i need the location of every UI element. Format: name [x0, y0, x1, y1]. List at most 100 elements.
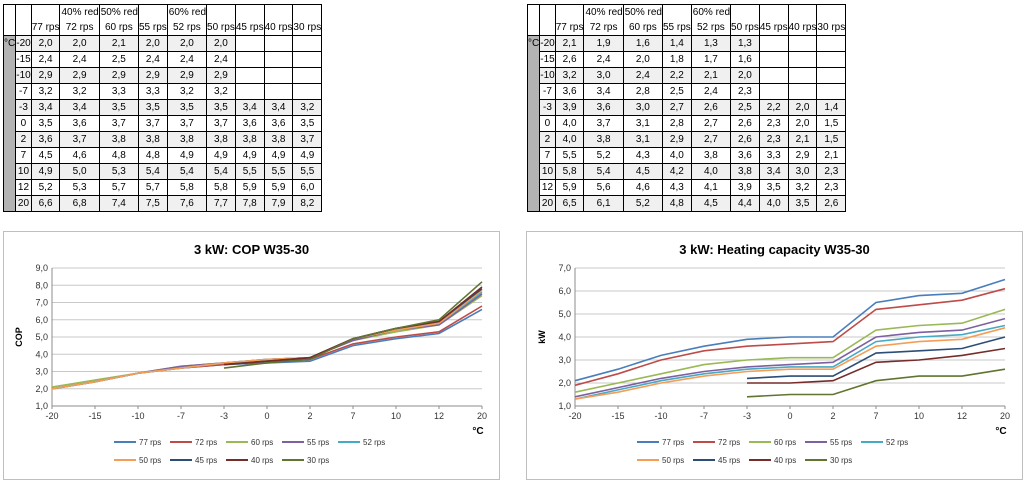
value-cell: 2,1 [816, 147, 847, 164]
side-band [526, 83, 541, 100]
value-cell: 7,5 [137, 195, 168, 212]
value-cell: 8,2 [292, 195, 323, 212]
value-cell [816, 35, 847, 52]
value-cell: 5,9 [263, 179, 294, 196]
legend-label: 55 rps [307, 438, 329, 447]
column-header: 52 rps [690, 20, 732, 36]
value-cell: 4,0 [690, 163, 732, 180]
value-cell [758, 51, 789, 68]
value-cell: 5,5 [292, 163, 323, 180]
x-tick-label: -3 [743, 411, 751, 421]
value-cell [263, 35, 294, 52]
value-cell: 5,8 [166, 179, 208, 196]
reduction-note [816, 4, 847, 20]
value-cell: 7,4 [98, 195, 139, 212]
table-row: -3 3,9 3,6 3,0 2,7 2,6 2,5 2,2 2,0 1,4 [526, 99, 847, 116]
column-header: 77 rps [554, 20, 585, 36]
value-cell: 5,6 [583, 179, 624, 196]
value-cell: 5,7 [98, 179, 139, 196]
legend-item: 72 rps [693, 438, 740, 447]
value-cell: 4,9 [263, 147, 294, 164]
legend-item: 30 rps [805, 456, 852, 465]
value-cell: 3,5 [292, 115, 323, 132]
value-cell [292, 51, 323, 68]
value-cell: 2,2 [661, 67, 692, 84]
side-band [526, 179, 541, 196]
y-tick-label: 5,0 [35, 332, 48, 342]
series-line-60-rps [51, 294, 483, 388]
side-band [2, 131, 17, 148]
side-band [526, 67, 541, 84]
value-cell: 4,5 [622, 163, 663, 180]
value-cell: 2,6 [554, 51, 585, 68]
value-cell: 3,0 [622, 99, 663, 116]
series-line-55-rps [51, 293, 483, 390]
value-cell: 4,3 [661, 179, 692, 196]
value-cell: 5,0 [59, 163, 100, 180]
value-cell: 2,7 [690, 115, 732, 132]
legend-item: 52 rps [861, 438, 908, 447]
y-axis-label: COP [14, 327, 24, 347]
value-cell: 3,8 [234, 131, 265, 148]
reduction-note [30, 4, 61, 20]
y-tick-label: 4,0 [558, 332, 571, 342]
temperature-cell: -15 [539, 51, 556, 68]
value-cell: 3,6 [583, 99, 624, 116]
value-cell: 1,5 [816, 115, 847, 132]
value-cell: 3,2 [166, 83, 208, 100]
value-cell: 3,7 [98, 115, 139, 132]
column-header: 55 rps [661, 20, 692, 36]
temperature-cell: 12 [15, 179, 32, 196]
side-band [2, 99, 17, 116]
column-header: 30 rps [816, 20, 847, 36]
value-cell: 2,3 [816, 179, 847, 196]
column-header: 45 rps [234, 20, 265, 36]
side-band [2, 163, 17, 180]
column-header: 60 rps [98, 20, 139, 36]
side-band [2, 147, 17, 164]
temperature-cell: -3 [15, 99, 32, 116]
y-tick-label: 6,0 [35, 315, 48, 325]
value-cell: 5,4 [166, 163, 208, 180]
side-band [526, 195, 541, 212]
value-cell: 2,5 [98, 51, 139, 68]
value-cell [292, 35, 323, 52]
series-line-77-rps [574, 278, 1006, 382]
value-cell: 2,1 [98, 35, 139, 52]
value-cell: 3,8 [166, 131, 208, 148]
column-header: 45 rps [758, 20, 789, 36]
value-cell: 3,2 [554, 67, 585, 84]
x-tick-label: -7 [700, 411, 708, 421]
value-cell: 3,2 [292, 99, 323, 116]
value-cell: 2,0 [206, 35, 236, 52]
legend-label: 72 rps [195, 438, 217, 447]
value-cell: 5,2 [583, 147, 624, 164]
value-cell: 1,3 [690, 35, 732, 52]
table-row: -15 2,6 2,4 2,0 1,8 1,7 1,6 [526, 51, 847, 68]
value-cell: 3,6 [263, 115, 294, 132]
value-cell: 2,4 [622, 67, 663, 84]
temperature-cell: -20 [539, 35, 556, 52]
series-line-52-rps [574, 324, 1006, 400]
legend-item: 77 rps [114, 438, 161, 447]
value-cell: 3,8 [98, 131, 139, 148]
series-line-60-rps [574, 308, 1006, 393]
value-cell: 2,9 [787, 147, 818, 164]
series-line-72-rps [574, 287, 1006, 387]
legend-label: 30 rps [307, 456, 329, 465]
value-cell: 4,5 [690, 195, 732, 212]
value-cell: 2,9 [30, 67, 61, 84]
value-cell: 2,4 [166, 51, 208, 68]
value-cell: 4,3 [622, 147, 663, 164]
temperature-cell: -10 [15, 67, 32, 84]
value-cell: 6,0 [292, 179, 323, 196]
value-cell: 3,5 [137, 99, 168, 116]
value-cell: 4,6 [622, 179, 663, 196]
value-cell: 4,4 [730, 195, 760, 212]
legend-item: 50 rps [637, 456, 684, 465]
value-cell [263, 67, 294, 84]
value-cell: 3,6 [234, 115, 265, 132]
value-cell: 2,7 [661, 99, 692, 116]
reduction-note: 60% red [690, 4, 732, 20]
value-cell: 3,5 [30, 115, 61, 132]
